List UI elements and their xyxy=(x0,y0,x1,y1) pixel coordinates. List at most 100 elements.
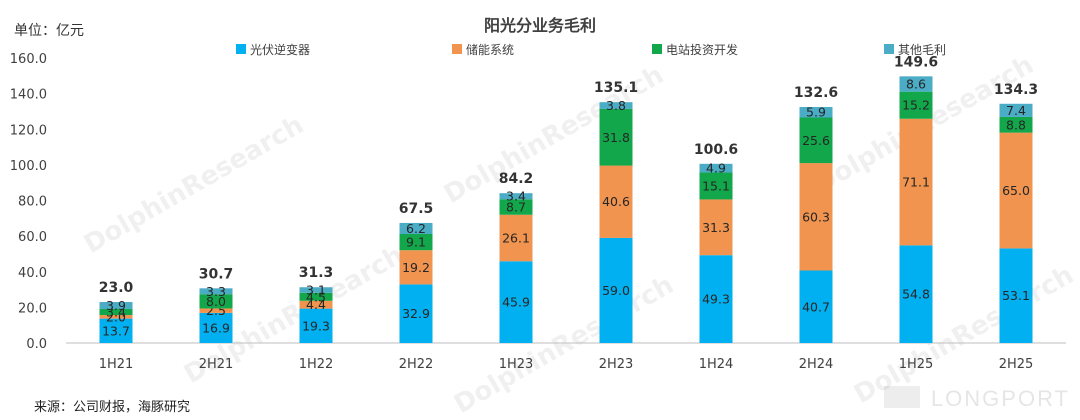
y-tick-label: 0.0 xyxy=(26,337,47,352)
bar-segment xyxy=(199,308,233,313)
bar-segment xyxy=(999,132,1033,249)
bar-segment xyxy=(99,308,133,316)
x-tick-label: 1H24 xyxy=(699,357,734,372)
data-label: 32.9 xyxy=(402,306,430,321)
total-label: 100.6 xyxy=(694,142,738,158)
bar-segment xyxy=(699,255,733,343)
bar-segment xyxy=(199,288,233,295)
x-tick-label: 2H24 xyxy=(799,357,834,372)
legend-swatch xyxy=(652,44,662,54)
data-label: 7.4 xyxy=(1006,103,1026,118)
total-label: 84.2 xyxy=(499,171,534,187)
data-label: 16.9 xyxy=(202,320,230,335)
data-label: 19.2 xyxy=(402,260,430,275)
data-label: 9.1 xyxy=(406,235,426,250)
bar-segment xyxy=(899,245,933,343)
data-label: 59.0 xyxy=(602,283,630,298)
total-label: 67.5 xyxy=(399,201,434,217)
data-label: 8.7 xyxy=(506,200,526,215)
data-label: 25.6 xyxy=(802,133,830,148)
x-tick-label: 2H23 xyxy=(599,357,634,372)
data-label: 40.7 xyxy=(802,299,830,314)
y-tick-label: 60.0 xyxy=(18,230,47,245)
total-label: 135.1 xyxy=(594,80,638,96)
y-tick-label: 80.0 xyxy=(18,195,47,210)
x-tick-label: 2H22 xyxy=(399,357,434,372)
bar-segment xyxy=(99,318,133,343)
x-tick-label: 1H25 xyxy=(899,357,934,372)
y-tick-label: 160.0 xyxy=(10,52,47,67)
bar-segment xyxy=(599,108,633,166)
data-label: 3.1 xyxy=(306,283,326,298)
bar-segment xyxy=(99,315,133,319)
bar-segment xyxy=(899,76,933,92)
bar-segment xyxy=(799,270,833,343)
data-label: 3.4 xyxy=(506,189,526,204)
bar-segment xyxy=(499,199,533,215)
bar-segment xyxy=(499,214,533,262)
y-tick-label: 40.0 xyxy=(18,266,47,281)
data-label: 31.3 xyxy=(702,220,730,235)
bar-segment xyxy=(499,193,533,200)
legend-label: 其他毛利 xyxy=(898,42,947,57)
legend-swatch xyxy=(452,44,462,54)
data-label: 3.9 xyxy=(106,298,126,313)
bar-segment xyxy=(399,284,433,343)
x-tick-label: 2H21 xyxy=(199,357,234,372)
brand-watermark: LONGPORT xyxy=(930,386,1070,411)
bar-segment xyxy=(99,302,133,309)
chart-title: 阳光分业务毛利 xyxy=(483,16,596,35)
data-label: 3.8 xyxy=(606,98,626,113)
data-label: 3.3 xyxy=(206,284,226,299)
y-tick-label: 20.0 xyxy=(18,301,47,316)
bar-segment xyxy=(899,91,933,119)
source-note: 来源：公司财报，海豚研究 xyxy=(34,400,191,415)
bar-segment xyxy=(699,163,733,173)
total-label: 149.6 xyxy=(894,54,938,70)
data-label: 31.8 xyxy=(602,130,630,145)
x-tick-label: 2H25 xyxy=(999,357,1034,372)
data-label: 13.7 xyxy=(102,323,130,338)
x-tick-label: 1H23 xyxy=(499,357,534,372)
x-tick-label: 1H21 xyxy=(99,357,134,372)
chart-legend: 光伏逆变器 储能系统 电站投资开发 其他毛利 xyxy=(0,41,1080,57)
bar-segment xyxy=(499,261,533,343)
bar-segment xyxy=(999,116,1033,133)
legend-swatch xyxy=(236,44,246,54)
data-label: 26.1 xyxy=(502,230,530,245)
x-tick-label: 1H22 xyxy=(299,357,334,372)
legend-swatch xyxy=(884,44,894,54)
total-label: 23.0 xyxy=(99,280,134,296)
data-label: 6.2 xyxy=(406,221,426,236)
bar-segment xyxy=(699,199,733,256)
bar-segment xyxy=(299,287,333,293)
bar-segment xyxy=(999,248,1033,343)
data-label: 8.0 xyxy=(206,294,226,309)
data-label: 65.0 xyxy=(1002,183,1030,198)
total-label: 31.3 xyxy=(299,265,334,281)
bar-segment xyxy=(799,106,833,118)
bar-segment xyxy=(599,165,633,238)
bar-segment xyxy=(299,292,333,301)
brand-logo-mark xyxy=(884,386,920,408)
data-label: 4.4 xyxy=(306,297,326,312)
bar-segment xyxy=(299,300,333,309)
data-label: 19.3 xyxy=(302,318,330,333)
data-label: 8.8 xyxy=(1006,117,1026,132)
bar-segment xyxy=(599,102,633,109)
data-label: 40.6 xyxy=(602,194,630,209)
data-label: 5.9 xyxy=(806,105,826,120)
data-label: 8.6 xyxy=(906,77,926,92)
data-label: 4.5 xyxy=(306,289,326,304)
legend-item: 其他毛利 xyxy=(884,41,946,57)
legend-item: 储能系统 xyxy=(452,41,514,57)
bar-segment xyxy=(699,172,733,200)
bar-segment xyxy=(399,222,433,234)
data-label: 15.2 xyxy=(902,98,930,113)
total-label: 134.3 xyxy=(994,82,1038,98)
legend-label: 储能系统 xyxy=(466,42,515,57)
bar-segment xyxy=(199,294,233,309)
data-label: 54.8 xyxy=(902,287,930,302)
bar-segment xyxy=(899,118,933,246)
bar-segment xyxy=(199,312,233,343)
